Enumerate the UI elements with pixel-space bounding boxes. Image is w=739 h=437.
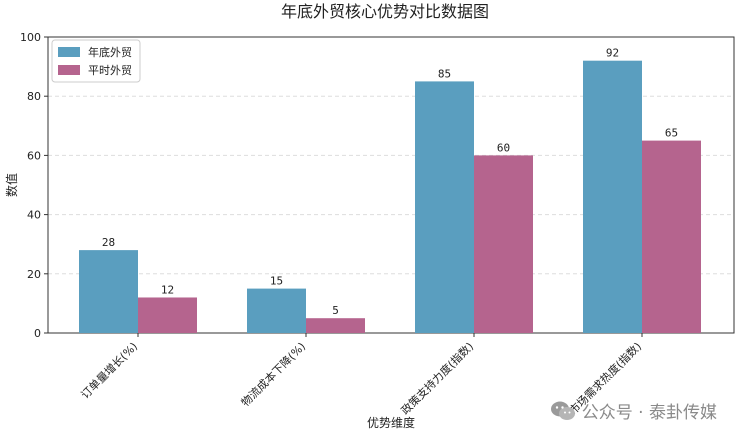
bar-series-2 <box>306 318 365 333</box>
bars: 28 15 85 92 12 5 60 65 <box>79 47 701 334</box>
x-axis-label: 优势维度 <box>367 415 415 430</box>
bar-value-label: 92 <box>606 47 619 60</box>
chart-title: 年底外贸核心优势对比数据图 <box>281 2 489 21</box>
bar-value-label: 85 <box>438 67 451 80</box>
y-tick-label: 80 <box>27 90 41 103</box>
y-axis: 0 20 40 60 80 100 <box>20 31 48 340</box>
bar-series-2 <box>642 140 701 333</box>
legend: 年底外贸 平时外贸 <box>51 39 141 83</box>
y-tick-label: 40 <box>27 209 41 222</box>
y-tick-label: 20 <box>27 268 41 281</box>
watermark-text: 公众号 · 泰卦传媒 <box>581 403 717 423</box>
x-tick-label: 订单量增长(%) <box>78 339 140 401</box>
bar-value-label: 65 <box>665 127 678 140</box>
y-tick-label: 100 <box>20 31 41 44</box>
x-tick-label: 政策支持力度(指数) <box>398 339 476 417</box>
bar-value-label: 60 <box>497 141 510 154</box>
bar-value-label: 15 <box>270 275 283 288</box>
y-axis-label: 数值 <box>4 173 19 197</box>
y-tick-label: 0 <box>34 327 41 340</box>
bar-series-1 <box>583 60 642 334</box>
legend-swatch-series-2 <box>58 65 80 75</box>
y-tick-label: 60 <box>27 149 41 162</box>
bar-value-label: 28 <box>102 236 115 249</box>
grid <box>48 95 734 275</box>
bar-series-2 <box>474 155 533 333</box>
legend-label-series-1: 年底外贸 <box>88 45 132 59</box>
bar-series-1 <box>79 250 138 333</box>
plot-frame <box>47 36 735 334</box>
wechat-icon <box>550 401 575 420</box>
bar-value-label: 12 <box>161 283 174 296</box>
watermark: 公众号 · 泰卦传媒 <box>550 398 717 423</box>
bar-series-1 <box>415 81 474 334</box>
bar-series-2 <box>138 297 197 333</box>
bar-series-1 <box>247 288 306 333</box>
x-tick-label: 物流成本下降(%) <box>238 339 308 409</box>
bar-value-label: 5 <box>332 304 339 317</box>
legend-swatch-series-1 <box>58 47 80 57</box>
legend-label-series-2: 平时外贸 <box>88 64 132 77</box>
